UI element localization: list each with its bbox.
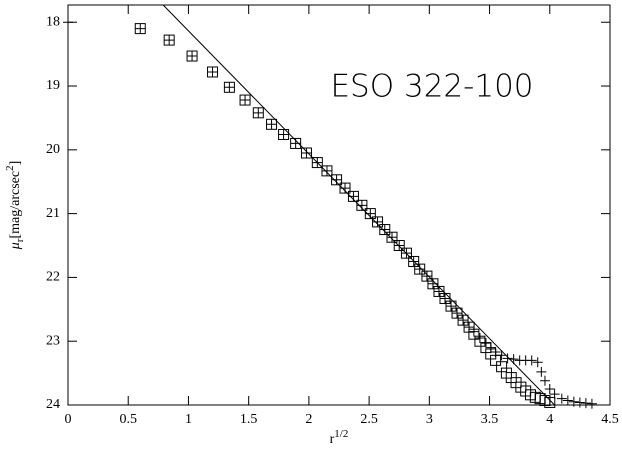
plus-point <box>331 174 342 185</box>
annotation: ESO 322-100 <box>330 69 533 105</box>
y-tick-label: 20 <box>46 142 60 157</box>
plus-point <box>556 393 567 404</box>
plus-point <box>562 395 573 406</box>
plus-point <box>386 232 397 243</box>
y-tick-label: 23 <box>46 333 60 348</box>
plus-point <box>532 357 543 368</box>
x-tick-label: 0.5 <box>119 412 137 427</box>
plus-point <box>266 119 277 130</box>
x-tick-label: 3 <box>426 412 433 427</box>
plus-point <box>135 23 146 34</box>
plus-point <box>526 355 537 366</box>
y-tick-label: 19 <box>46 78 60 93</box>
plus-point <box>468 326 479 337</box>
y-label-sub: r <box>14 238 26 242</box>
x-tick-label: 0 <box>65 412 72 427</box>
plus-point <box>433 286 444 297</box>
plus-point <box>394 240 405 251</box>
plus-point <box>253 107 264 118</box>
plus-point <box>240 95 251 106</box>
plus-point <box>544 384 555 395</box>
plus-point <box>452 308 463 319</box>
x-tick-label: 2 <box>305 412 312 427</box>
plus-point <box>278 129 289 140</box>
square-point <box>544 396 556 408</box>
x-tick-label: 4 <box>546 412 553 427</box>
plus-point <box>480 338 491 349</box>
fit-line <box>162 4 555 406</box>
x-label-base: r <box>330 432 335 447</box>
y-tick-label: 18 <box>46 14 60 29</box>
y-tick-label: 22 <box>46 270 60 285</box>
y-tick-label: 21 <box>46 206 60 221</box>
plus-point <box>458 315 469 326</box>
plus-point <box>414 264 425 275</box>
plus-point <box>421 271 432 282</box>
x-label-sup: 1/2 <box>334 428 348 440</box>
plus-point <box>439 293 450 304</box>
plus-point <box>372 216 383 227</box>
plus-point <box>580 398 591 409</box>
plus-point <box>63 17 73 28</box>
x-tick-label: 1 <box>185 412 192 427</box>
plus-point <box>586 398 597 409</box>
y-label-symbol: μ <box>8 242 23 250</box>
plus-point <box>496 350 507 361</box>
plus-point <box>164 35 175 46</box>
plus-point <box>539 375 550 386</box>
plus-point <box>502 353 513 364</box>
plus-point <box>187 51 198 62</box>
plus-point <box>301 148 312 159</box>
plus-point <box>536 366 547 377</box>
plus-point <box>321 165 332 176</box>
y-label-close: ] <box>8 161 23 166</box>
plus-point <box>490 347 501 358</box>
x-tick-label: 2.5 <box>360 412 378 427</box>
x-tick-label: 3.5 <box>481 412 499 427</box>
plus-point <box>568 396 579 407</box>
x-tick-label: 1.5 <box>240 412 258 427</box>
plus-point <box>224 82 235 93</box>
y-label-sup: 2 <box>4 165 16 171</box>
plus-point <box>574 397 585 408</box>
plus-point <box>446 301 457 312</box>
plus-point <box>549 389 560 400</box>
x-tick-label: 4.5 <box>601 412 619 427</box>
plot-frame <box>67 4 611 406</box>
plus-point <box>207 66 218 77</box>
plus-point <box>485 342 496 353</box>
y-axis-label: μr[mag/arcsec2] <box>4 161 26 251</box>
plus-point <box>464 322 475 333</box>
x-axis-label: r1/2 <box>330 428 349 448</box>
y-tick-label: 24 <box>46 397 60 412</box>
plus-point <box>474 333 485 344</box>
plus-point <box>379 224 390 235</box>
y-label-unit: [mag/arcsec <box>8 171 23 239</box>
